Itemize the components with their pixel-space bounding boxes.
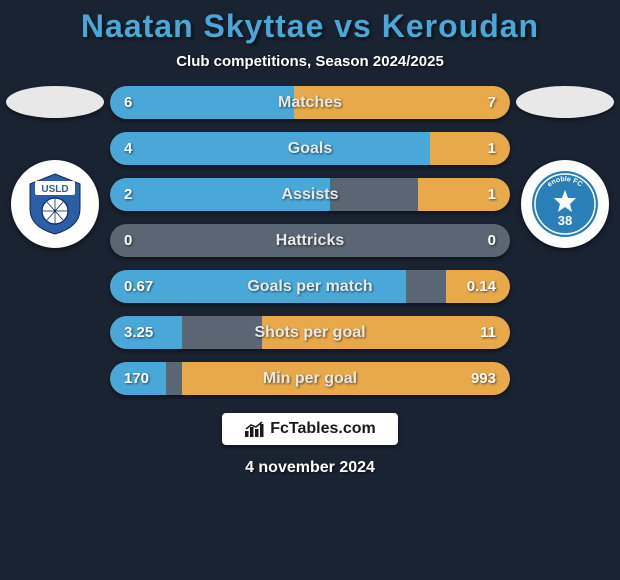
left-team-column: USLD bbox=[0, 86, 110, 248]
stat-fill-left bbox=[110, 86, 294, 119]
stat-value-right: 0 bbox=[488, 232, 496, 249]
stat-bar: Min per goal 170 993 bbox=[110, 362, 510, 395]
date-text: 4 november 2024 bbox=[245, 459, 375, 477]
right-team-logo: enoble FC 38 bbox=[521, 160, 609, 248]
subtitle: Club competitions, Season 2024/2025 bbox=[0, 53, 620, 70]
stat-label: Hattricks bbox=[276, 232, 344, 250]
stat-bar: Matches 6 7 bbox=[110, 86, 510, 119]
stat-label: Min per goal bbox=[263, 370, 357, 388]
footer: FcTables.com 4 november 2024 bbox=[0, 413, 620, 477]
stats-bars: Matches 6 7 Goals 4 1 Assists 2 1 Hattricks 0 0 Goal… bbox=[110, 86, 510, 395]
stat-value-left: 0 bbox=[124, 232, 132, 249]
stat-fill-right bbox=[418, 178, 510, 211]
brand-text: FcTables.com bbox=[270, 420, 376, 438]
stat-label: Goals bbox=[288, 140, 332, 158]
stat-value-right: 993 bbox=[471, 370, 496, 387]
stat-bar: Goals per match 0.67 0.14 bbox=[110, 270, 510, 303]
stat-label: Assists bbox=[282, 186, 339, 204]
stat-value-left: 3.25 bbox=[124, 324, 153, 341]
stat-bar: Hattricks 0 0 bbox=[110, 224, 510, 257]
stat-label: Matches bbox=[278, 94, 342, 112]
stat-value-right: 1 bbox=[488, 186, 496, 203]
gf38-logo-icon: enoble FC 38 bbox=[530, 169, 600, 239]
left-ellipse bbox=[6, 86, 104, 118]
stat-value-left: 2 bbox=[124, 186, 132, 203]
page-title: Naatan Skyttae vs Keroudan bbox=[0, 8, 620, 45]
fctables-chart-icon bbox=[244, 420, 264, 438]
stat-value-left: 170 bbox=[124, 370, 149, 387]
stat-value-left: 0.67 bbox=[124, 278, 153, 295]
svg-text:USLD: USLD bbox=[41, 184, 68, 195]
stat-value-left: 4 bbox=[124, 140, 132, 157]
left-team-logo: USLD bbox=[11, 160, 99, 248]
stat-value-right: 7 bbox=[488, 94, 496, 111]
usld-logo-icon: USLD bbox=[20, 169, 90, 239]
stat-label: Shots per goal bbox=[254, 324, 365, 342]
comparison-row: USLD Matches 6 7 Goals 4 1 Assists 2 1 Hattricks 0… bbox=[0, 86, 620, 395]
right-team-column: enoble FC 38 bbox=[510, 86, 620, 248]
stat-bar: Goals 4 1 bbox=[110, 132, 510, 165]
svg-text:38: 38 bbox=[558, 213, 572, 228]
stat-bar: Assists 2 1 bbox=[110, 178, 510, 211]
stat-fill-left bbox=[110, 132, 430, 165]
stat-value-right: 11 bbox=[480, 324, 496, 341]
stat-bar: Shots per goal 3.25 11 bbox=[110, 316, 510, 349]
stat-value-right: 1 bbox=[488, 140, 496, 157]
stat-value-left: 6 bbox=[124, 94, 132, 111]
stat-value-right: 0.14 bbox=[467, 278, 496, 295]
stat-label: Goals per match bbox=[247, 278, 372, 296]
right-ellipse bbox=[516, 86, 614, 118]
stat-fill-right bbox=[430, 132, 510, 165]
brand-badge: FcTables.com bbox=[222, 413, 398, 445]
